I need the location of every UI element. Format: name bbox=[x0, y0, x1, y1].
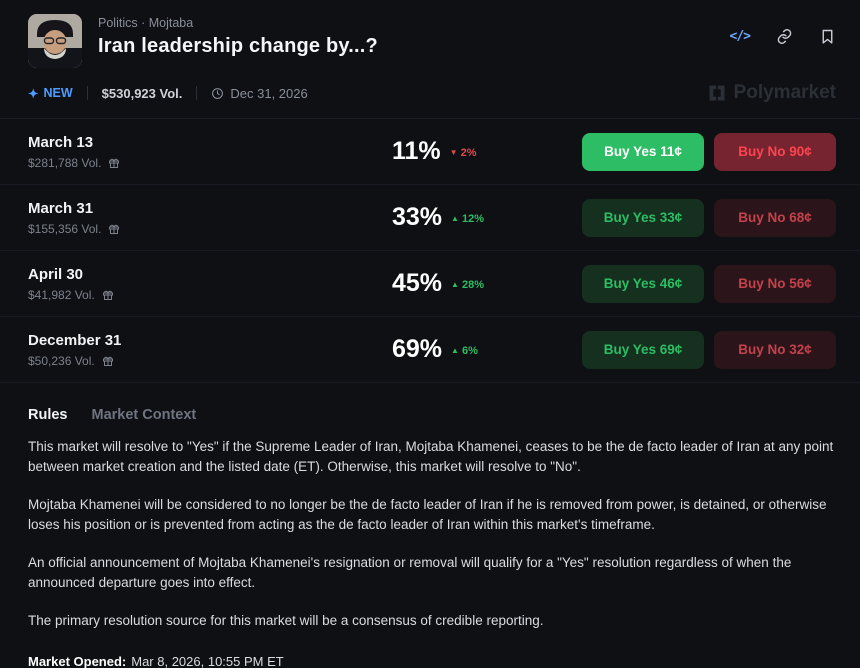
market-opened-value: Mar 8, 2026, 10:55 PM ET bbox=[131, 653, 284, 668]
buy-yes-button[interactable]: Buy Yes 33¢ bbox=[582, 198, 704, 237]
price-change: ▲ 28% bbox=[451, 278, 484, 291]
total-volume: $530,923 Vol. bbox=[101, 85, 183, 101]
up-arrow-icon: ▲ bbox=[451, 214, 459, 223]
market-opened: Market Opened: Mar 8, 2026, 10:55 PM ET bbox=[0, 650, 860, 668]
share-link-button[interactable] bbox=[776, 28, 793, 45]
probability: 33% bbox=[392, 203, 443, 231]
embed-button[interactable]: </> bbox=[729, 29, 752, 44]
link-icon bbox=[777, 29, 792, 44]
end-date-label: Dec 31, 2026 bbox=[230, 85, 308, 101]
market-row-march-13[interactable]: March 13 $281,788 Vol. 11% ▼ 2% Buy Yes … bbox=[0, 119, 860, 185]
tab-market-context[interactable]: Market Context bbox=[91, 407, 197, 423]
polymarket-logo-text: Polymarket bbox=[733, 82, 836, 103]
end-date: Dec 31, 2026 bbox=[211, 85, 308, 101]
rules-section: This market will resolve to "Yes" if the… bbox=[0, 429, 860, 631]
outcome-volume: $50,236 Vol. bbox=[28, 354, 392, 368]
new-badge-label: NEW bbox=[43, 86, 73, 100]
probability: 11% bbox=[392, 137, 441, 165]
buy-yes-button[interactable]: Buy Yes 11¢ bbox=[582, 132, 704, 171]
buy-no-button[interactable]: Buy No 90¢ bbox=[714, 132, 836, 171]
breadcrumb[interactable]: Politics · Mojtaba bbox=[98, 16, 194, 30]
divider bbox=[86, 86, 88, 100]
gift-icon bbox=[109, 224, 120, 234]
market-avatar bbox=[28, 14, 82, 68]
gift-icon bbox=[109, 158, 120, 168]
market-opened-label: Market Opened: bbox=[28, 653, 127, 668]
divider bbox=[196, 86, 198, 100]
outcome-volume: $41,982 Vol. bbox=[28, 288, 392, 302]
rules-paragraph: An official announcement of Mojtaba Kham… bbox=[28, 555, 792, 590]
outcome-volume: $281,788 Vol. bbox=[28, 156, 392, 170]
buy-yes-button[interactable]: Buy Yes 46¢ bbox=[582, 264, 704, 303]
buy-yes-button[interactable]: Buy Yes 69¢ bbox=[582, 330, 704, 369]
code-icon: </> bbox=[729, 29, 752, 44]
bookmark-button[interactable] bbox=[819, 28, 836, 45]
price-change: ▲ 12% bbox=[451, 212, 484, 225]
header-actions: </> bbox=[730, 14, 836, 45]
outcome-name: April 30 bbox=[28, 265, 84, 283]
market-list: March 13 $281,788 Vol. 11% ▼ 2% Buy Yes … bbox=[0, 119, 860, 383]
price-change: ▲ 6% bbox=[451, 344, 478, 357]
sparkle-icon: ✦ bbox=[28, 86, 39, 101]
clock-icon bbox=[212, 87, 224, 99]
title-block: Politics · Mojtaba Iran leadership chang… bbox=[98, 14, 378, 58]
stats-row: ✦ NEW $530,923 Vol. Dec 31, 2026 Polymar… bbox=[0, 78, 860, 119]
buy-no-button[interactable]: Buy No 68¢ bbox=[714, 198, 836, 237]
up-arrow-icon: ▲ bbox=[451, 346, 459, 355]
rules-paragraph: The primary resolution source for this m… bbox=[28, 613, 544, 629]
market-row-april-30[interactable]: April 30 $41,982 Vol. 45% ▲ 28% Buy Yes … bbox=[0, 251, 860, 317]
up-arrow-icon: ▲ bbox=[451, 280, 459, 289]
outcome-name: March 31 bbox=[28, 199, 94, 217]
outcome-name: December 31 bbox=[28, 331, 122, 349]
down-arrow-icon: ▼ bbox=[449, 148, 458, 157]
tab-rules[interactable]: Rules bbox=[28, 407, 68, 423]
probability: 69% bbox=[392, 335, 443, 363]
bookmark-icon bbox=[822, 29, 833, 44]
page-title: Iran leadership change by...? bbox=[98, 35, 378, 57]
rules-paragraph: This market will resolve to "Yes" if the… bbox=[28, 439, 834, 474]
polymarket-watermark: Polymarket bbox=[707, 82, 836, 104]
market-row-march-31[interactable]: March 31 $155,356 Vol. 33% ▲ 12% Buy Yes… bbox=[0, 185, 860, 251]
probability: 45% bbox=[392, 269, 443, 297]
gift-icon bbox=[102, 356, 113, 366]
price-change: ▼ 2% bbox=[449, 146, 477, 159]
detail-tabs: Rules Market Context bbox=[0, 383, 860, 429]
market-row-december-31[interactable]: December 31 $50,236 Vol. 69% ▲ 6% Buy Ye… bbox=[0, 317, 860, 383]
new-badge: ✦ NEW bbox=[28, 86, 73, 101]
rules-paragraph: Mojtaba Khamenei will be considered to n… bbox=[28, 497, 827, 532]
buy-no-button[interactable]: Buy No 56¢ bbox=[714, 264, 836, 303]
market-header: Politics · Mojtaba Iran leadership chang… bbox=[0, 0, 860, 78]
polymarket-logo-icon bbox=[709, 85, 725, 101]
buy-no-button[interactable]: Buy No 32¢ bbox=[714, 330, 836, 369]
outcome-volume: $155,356 Vol. bbox=[28, 222, 392, 236]
gift-icon bbox=[102, 290, 113, 300]
avatar-portrait bbox=[28, 14, 82, 68]
outcome-name: March 13 bbox=[28, 133, 94, 151]
